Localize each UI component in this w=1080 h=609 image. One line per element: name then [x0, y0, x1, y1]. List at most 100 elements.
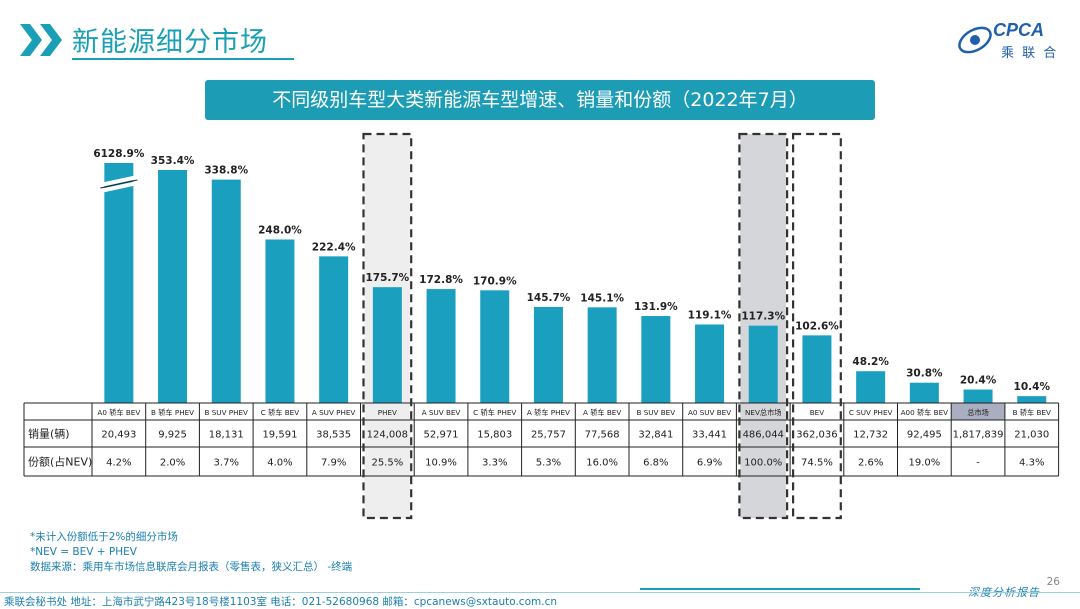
- sales-cell: 12,732: [853, 430, 888, 441]
- data-label: 145.1%: [580, 292, 624, 304]
- data-label: 30.8%: [906, 368, 943, 380]
- bar: [909, 382, 939, 403]
- data-label: 117.3%: [741, 311, 785, 323]
- bar-chart: 6128.9% 353.4% 338.8% 248.0% 222.4% 175.7% 172…: [23, 132, 1060, 520]
- category-label: 总市场: [967, 408, 989, 417]
- data-label: 102.6%: [795, 320, 839, 332]
- share-cell: 4.0%: [267, 458, 292, 469]
- category-label: B 轿车 BEV: [1013, 408, 1051, 417]
- data-label: 172.8%: [419, 274, 463, 286]
- sales-cell: 19,591: [262, 430, 297, 441]
- category-label: BEV: [810, 408, 824, 417]
- category-label: PHEV: [378, 408, 397, 417]
- bar: [963, 389, 993, 403]
- category-label: A 轿车 BEV: [583, 408, 621, 417]
- sales-cell: 38,535: [316, 430, 351, 441]
- category-label: A SUV BEV: [422, 408, 461, 417]
- sales-cell: 486,044: [743, 430, 784, 441]
- bar: [533, 306, 563, 403]
- share-cell: 4.3%: [1019, 458, 1044, 469]
- bar: [641, 316, 671, 403]
- sales-cell: 25,757: [531, 430, 566, 441]
- data-label: 20.4%: [960, 375, 997, 387]
- bar: [319, 256, 349, 403]
- sales-cell: 124,008: [367, 430, 408, 441]
- sales-cell: 32,841: [638, 430, 673, 441]
- sales-cell: 92,495: [907, 430, 942, 441]
- bar: [265, 239, 295, 403]
- share-cell: 10.9%: [425, 458, 457, 469]
- category-label: A0 SUV BEV: [688, 408, 731, 417]
- table-row-label: 销量(辆): [28, 427, 70, 441]
- bar: [211, 179, 241, 403]
- share-cell: 7.9%: [321, 458, 346, 469]
- cpca-logo-icon: [958, 26, 992, 54]
- data-label: 338.8%: [204, 165, 248, 177]
- sales-cell: 33,441: [692, 430, 727, 441]
- sales-cell: 362,036: [796, 430, 837, 441]
- data-label: 119.1%: [688, 309, 732, 321]
- bar: [856, 371, 886, 403]
- category-label: C 轿车 BEV: [261, 408, 299, 417]
- share-cell: 3.7%: [214, 458, 239, 469]
- share-cell: 74.5%: [801, 458, 833, 469]
- share-cell: 6.8%: [643, 458, 668, 469]
- share-cell: 16.0%: [586, 458, 618, 469]
- share-cell: 100.0%: [744, 458, 782, 469]
- chart-title-banner: 不同级别车型大类新能源车型增速、销量和份额（2022年7月）: [205, 80, 875, 120]
- page-number: 26: [1046, 576, 1060, 588]
- sales-cell: 21,030: [1014, 430, 1049, 441]
- share-cell: 4.2%: [106, 458, 131, 469]
- share-cell: 25.5%: [371, 458, 403, 469]
- sales-cell: 9,925: [158, 430, 187, 441]
- share-cell: 3.3%: [482, 458, 507, 469]
- bar: [1017, 396, 1047, 403]
- data-label: 175.7%: [365, 272, 409, 284]
- chevron-right-icon: [20, 24, 62, 56]
- category-label: A0 轿车 BEV: [97, 408, 140, 417]
- share-cell: 5.3%: [536, 458, 561, 469]
- category-label: B 轿车 PHEV: [151, 408, 194, 417]
- title-underline: [72, 58, 294, 60]
- axis-break-mark: [99, 181, 138, 193]
- bar: [426, 289, 456, 403]
- bar: [587, 307, 617, 403]
- category-label: A00 轿车 BEV: [901, 408, 948, 417]
- category-label: B SUV PHEV: [205, 408, 249, 417]
- axis-break-mark: [100, 179, 138, 189]
- category-label: A SUV PHEV: [312, 408, 356, 417]
- bar: [480, 290, 510, 403]
- sales-cell: 18,131: [209, 430, 244, 441]
- data-label: 131.9%: [634, 301, 678, 313]
- share-cell: 2.0%: [160, 458, 185, 469]
- highlight-dashed-box: [738, 132, 789, 520]
- data-label: 145.7%: [527, 292, 571, 304]
- category-label: C SUV PHEV: [849, 408, 893, 417]
- category-label: NEV总市场: [745, 408, 781, 417]
- data-label: 48.2%: [852, 356, 889, 368]
- category-label: C 轿车 PHEV: [473, 408, 516, 417]
- footer-contact: 乘联会秘书处 地址：上海市武宁路423号18号楼1103室 电话：021-526…: [4, 596, 558, 608]
- logo-text: CPCA: [993, 20, 1045, 40]
- footer-divider: [0, 592, 1080, 593]
- data-label: 222.4%: [312, 241, 356, 253]
- data-label: 6128.9%: [93, 148, 145, 160]
- share-cell: 6.9%: [697, 458, 722, 469]
- axis-break-mark: [99, 175, 138, 187]
- bar: [695, 324, 725, 403]
- data-label: 10.4%: [1014, 381, 1051, 393]
- category-label: A 轿车 PHEV: [527, 408, 570, 417]
- sales-cell: 52,971: [424, 430, 459, 441]
- total-market-header-shade: [951, 403, 1005, 420]
- share-cell: -: [976, 458, 980, 469]
- share-cell: 2.6%: [858, 458, 883, 469]
- logo-cn: 乘 联 合: [1001, 46, 1059, 61]
- data-label: 170.9%: [473, 275, 517, 287]
- share-cell: 19.0%: [908, 458, 940, 469]
- data-label: 248.0%: [258, 224, 302, 236]
- sales-cell: 77,568: [585, 430, 620, 441]
- table-row-label: 份额(占NEV): [28, 455, 92, 469]
- bar: [158, 170, 188, 403]
- bar: [748, 325, 778, 403]
- bar: [372, 287, 402, 403]
